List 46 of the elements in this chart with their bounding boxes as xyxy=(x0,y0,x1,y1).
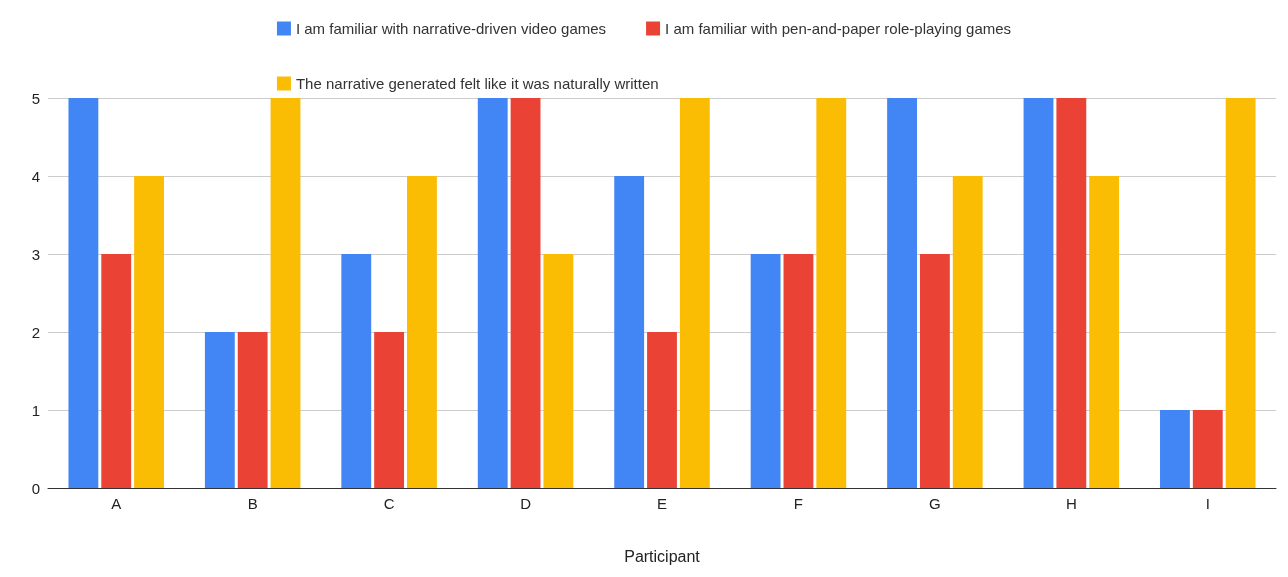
bar xyxy=(679,98,710,488)
bar xyxy=(816,98,847,488)
bar xyxy=(952,176,983,488)
bar xyxy=(543,254,574,488)
x-tick-label: C xyxy=(383,495,395,512)
legend-label: I am familiar with narrative-driven video games xyxy=(295,20,607,37)
bar xyxy=(477,98,508,488)
bar xyxy=(204,332,235,488)
x-tick-label: E xyxy=(656,495,668,512)
x-tick-label: A xyxy=(111,495,122,512)
y-tick-label: 2 xyxy=(31,323,40,341)
legend-label: The narrative generated felt like it was naturally written xyxy=(295,75,659,92)
bar xyxy=(510,98,541,488)
bar xyxy=(270,98,301,488)
y-tick-label: 0 xyxy=(31,479,40,497)
bar xyxy=(341,254,372,488)
bar xyxy=(919,254,950,488)
y-tick-label: 3 xyxy=(31,245,40,263)
legend-label: I am familiar with pen-and-paper role-playing games xyxy=(665,20,1012,37)
bar xyxy=(1023,98,1054,488)
bar xyxy=(407,176,437,488)
bar xyxy=(1056,98,1087,488)
bar xyxy=(887,98,917,488)
bar xyxy=(750,254,781,488)
x-tick-label: H xyxy=(1065,495,1077,512)
bar xyxy=(374,332,405,488)
bar xyxy=(1160,410,1190,488)
x-tick-label: F xyxy=(793,495,804,512)
x-tick-label: D xyxy=(520,495,532,512)
y-tick-label: 1 xyxy=(31,401,40,419)
x-axis-title: Participant xyxy=(624,547,701,565)
x-tick-label: B xyxy=(247,495,258,512)
y-tick-label: 4 xyxy=(31,167,40,185)
x-tick-label: I xyxy=(1205,495,1210,512)
bar xyxy=(1192,410,1223,488)
bar xyxy=(647,332,677,488)
bar xyxy=(1089,176,1120,488)
bar xyxy=(237,332,268,488)
bar xyxy=(614,176,645,488)
y-tick-label: 5 xyxy=(31,89,40,107)
bar xyxy=(134,176,164,488)
bar xyxy=(101,254,132,488)
bar xyxy=(783,254,814,488)
bar xyxy=(68,98,99,488)
x-tick-label: G xyxy=(929,495,941,512)
bar xyxy=(1225,98,1256,488)
